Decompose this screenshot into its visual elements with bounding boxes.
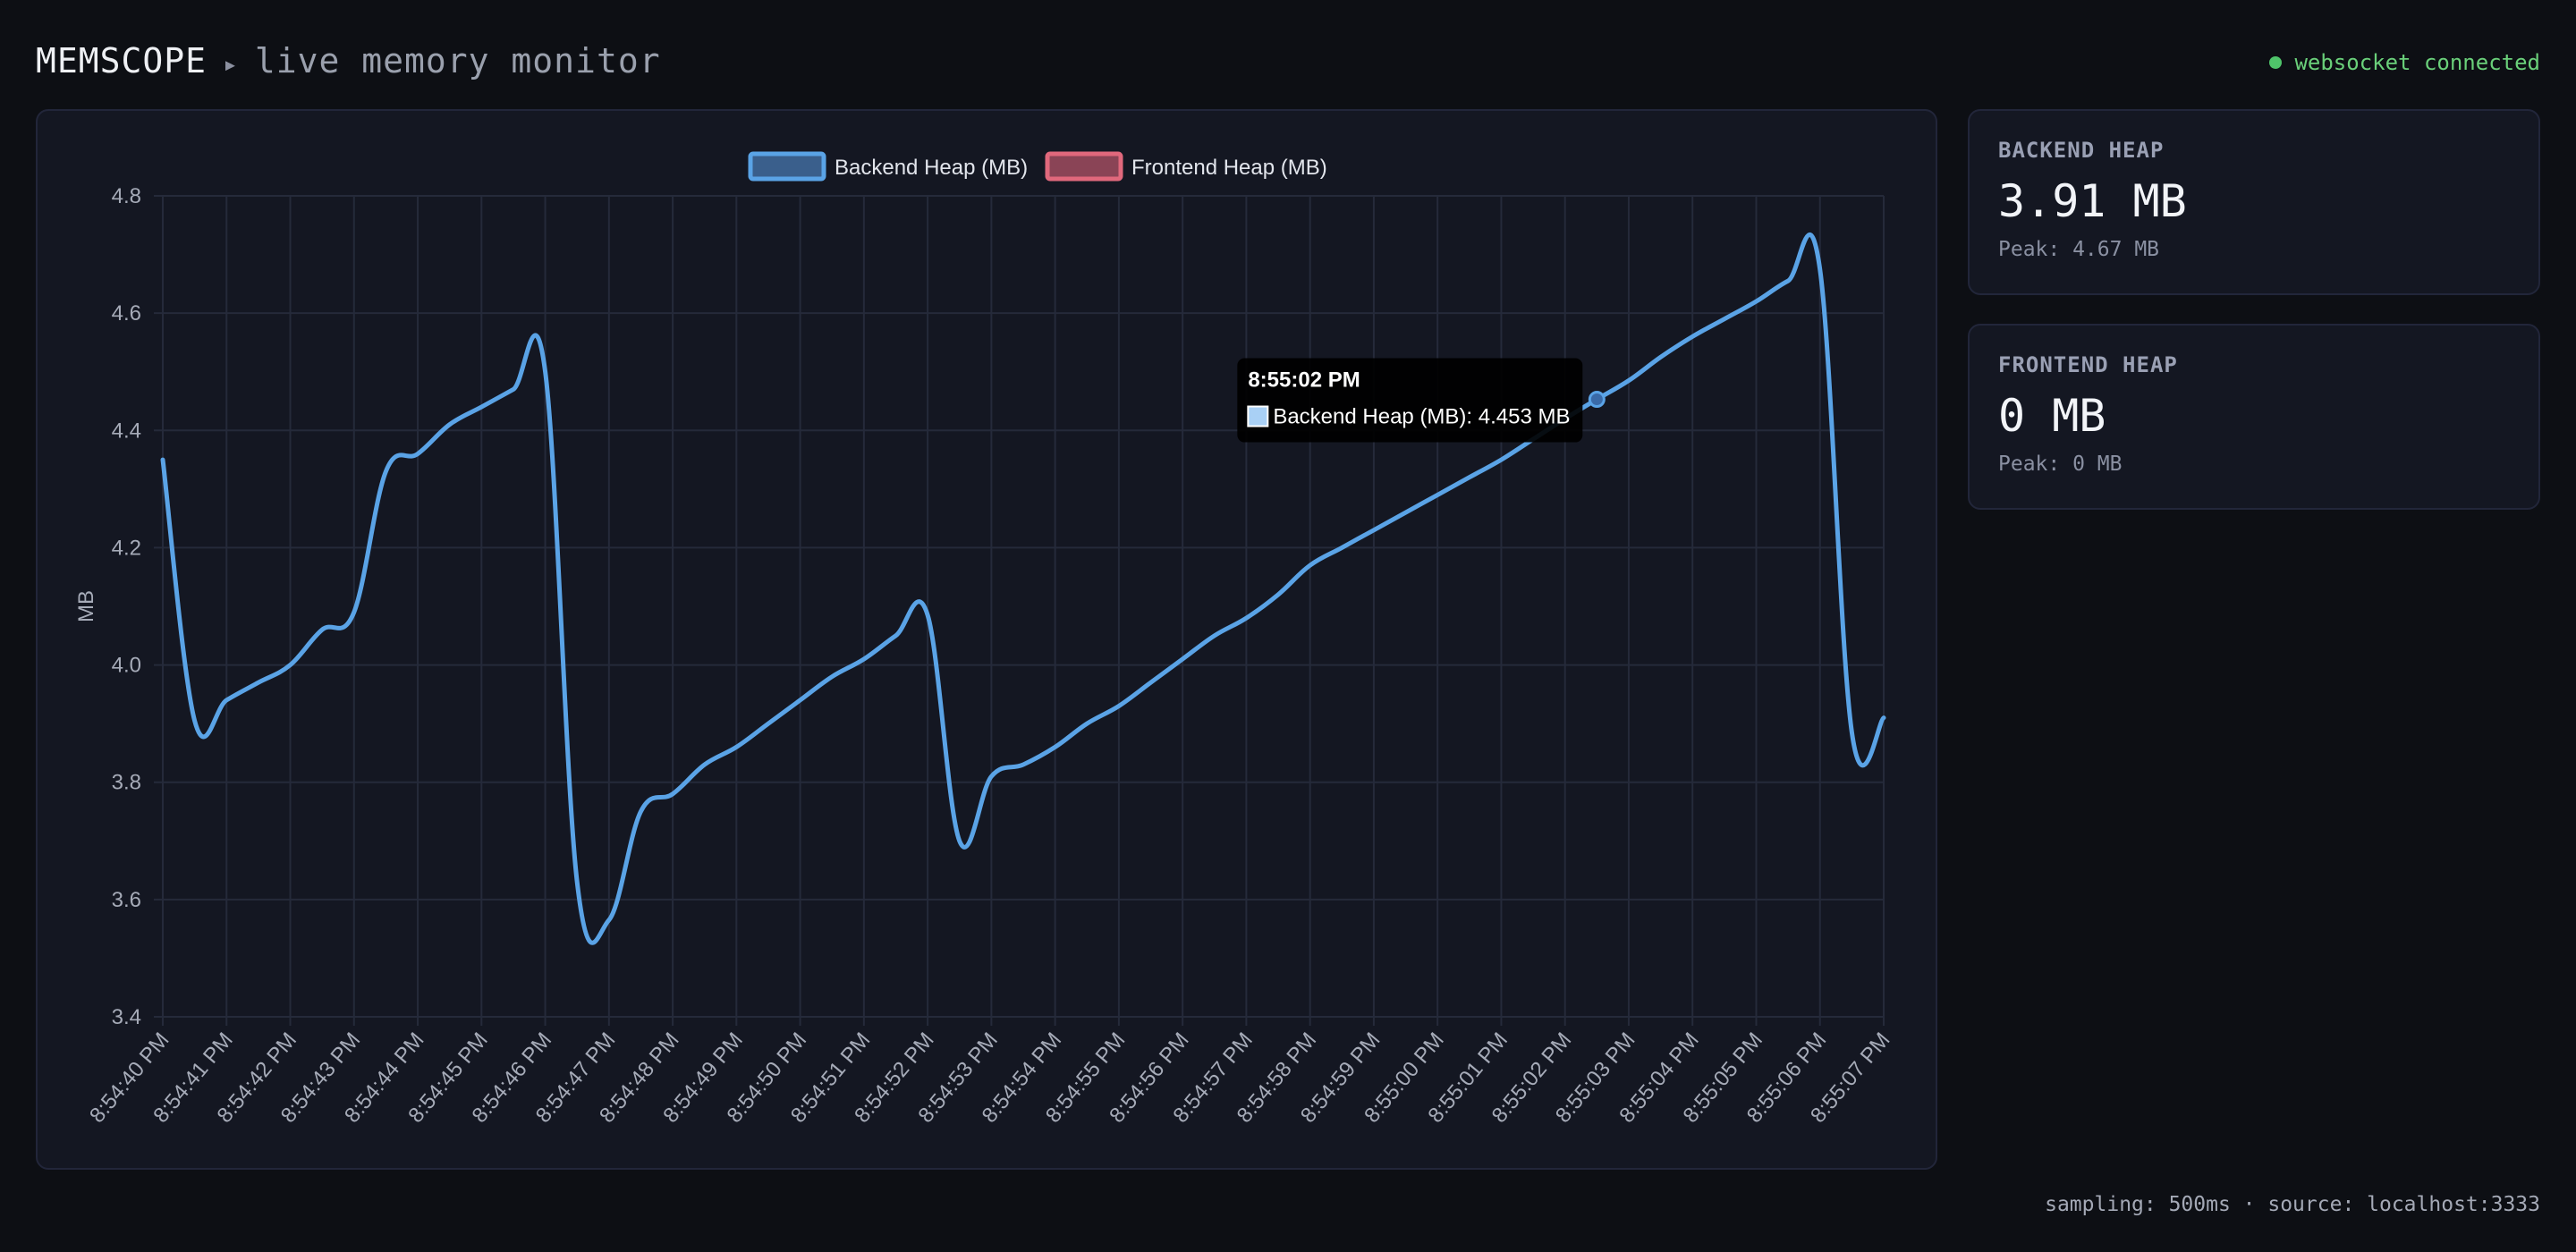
series-line-backend-heap [160,233,1886,945]
chart-tooltip: 8:55:02 PM Backend Heap (MB): 4.453 MB [1237,358,1583,443]
y-tick-label: 4.0 [112,654,141,678]
tooltip-title: 8:55:02 PM [1248,368,1360,393]
tooltip-box [1237,358,1583,443]
frontend-heap-card: FRONTEND HEAP 0 MB Peak: 0 MB [1968,324,2540,510]
legend-label: Backend Heap (MB) [835,156,1028,180]
tooltip-swatch-icon [1247,405,1269,427]
breadcrumb-arrow-icon: ▸ [223,49,239,79]
legend-swatch-icon [748,151,826,182]
tooltip-body: Backend Heap (MB): 4.453 MB [1273,405,1570,429]
y-tick-label: 3.6 [112,888,141,912]
legend-label: Frontend Heap (MB) [1131,156,1327,180]
card-label: BACKEND HEAP [1998,138,2165,163]
footer-info: sampling: 500ms · source: localhost:3333 [2045,1193,2540,1216]
card-value: 3.91 MB [1998,175,2187,227]
card-peak: Peak: 4.67 MB [1998,238,2160,261]
y-axis-title: MB [74,590,98,622]
y-tick-label: 4.4 [112,419,141,443]
legend-item[interactable]: Backend Heap (MB) [748,151,1028,182]
chart-panel: 3.4 3.6 3.8 4.0 4.2 4.4 4.6 4.8 8:54:40 PM 8:54:4… [36,109,1937,1170]
y-tick-label: 4.6 [112,301,141,326]
status-dot-icon [2269,56,2283,69]
legend-swatch-icon [1045,151,1123,182]
connection-status: websocket connected [2269,50,2540,75]
memory-chart[interactable]: 3.43.63.84.04.24.44.64.88:54:40 PM8:54:4… [38,111,1937,1170]
card-peak: Peak: 0 MB [1998,453,2123,476]
brand-name: MEMSCOPE [36,41,208,80]
card-value: 0 MB [1998,390,2106,442]
hover-point [1588,391,1606,409]
y-tick-label: 3.4 [112,1005,141,1029]
connection-status-text: websocket connected [2294,50,2540,75]
y-tick-label: 4.2 [112,536,141,560]
top-bar: MEMSCOPE ▸ live memory monitor websocket c… [36,41,2540,86]
legend-item[interactable]: Frontend Heap (MB) [1045,151,1327,182]
chart-legend[interactable]: Backend Heap (MB) Frontend Heap (MB) [748,151,1327,182]
card-label: FRONTEND HEAP [1998,352,2178,377]
backend-heap-card: BACKEND HEAP 3.91 MB Peak: 4.67 MB [1968,109,2540,295]
y-tick-label: 4.8 [112,184,141,208]
y-tick-label: 3.8 [112,771,141,795]
app-subtitle: live memory monitor [254,41,661,80]
app-title: MEMSCOPE ▸ live memory monitor [36,41,661,80]
